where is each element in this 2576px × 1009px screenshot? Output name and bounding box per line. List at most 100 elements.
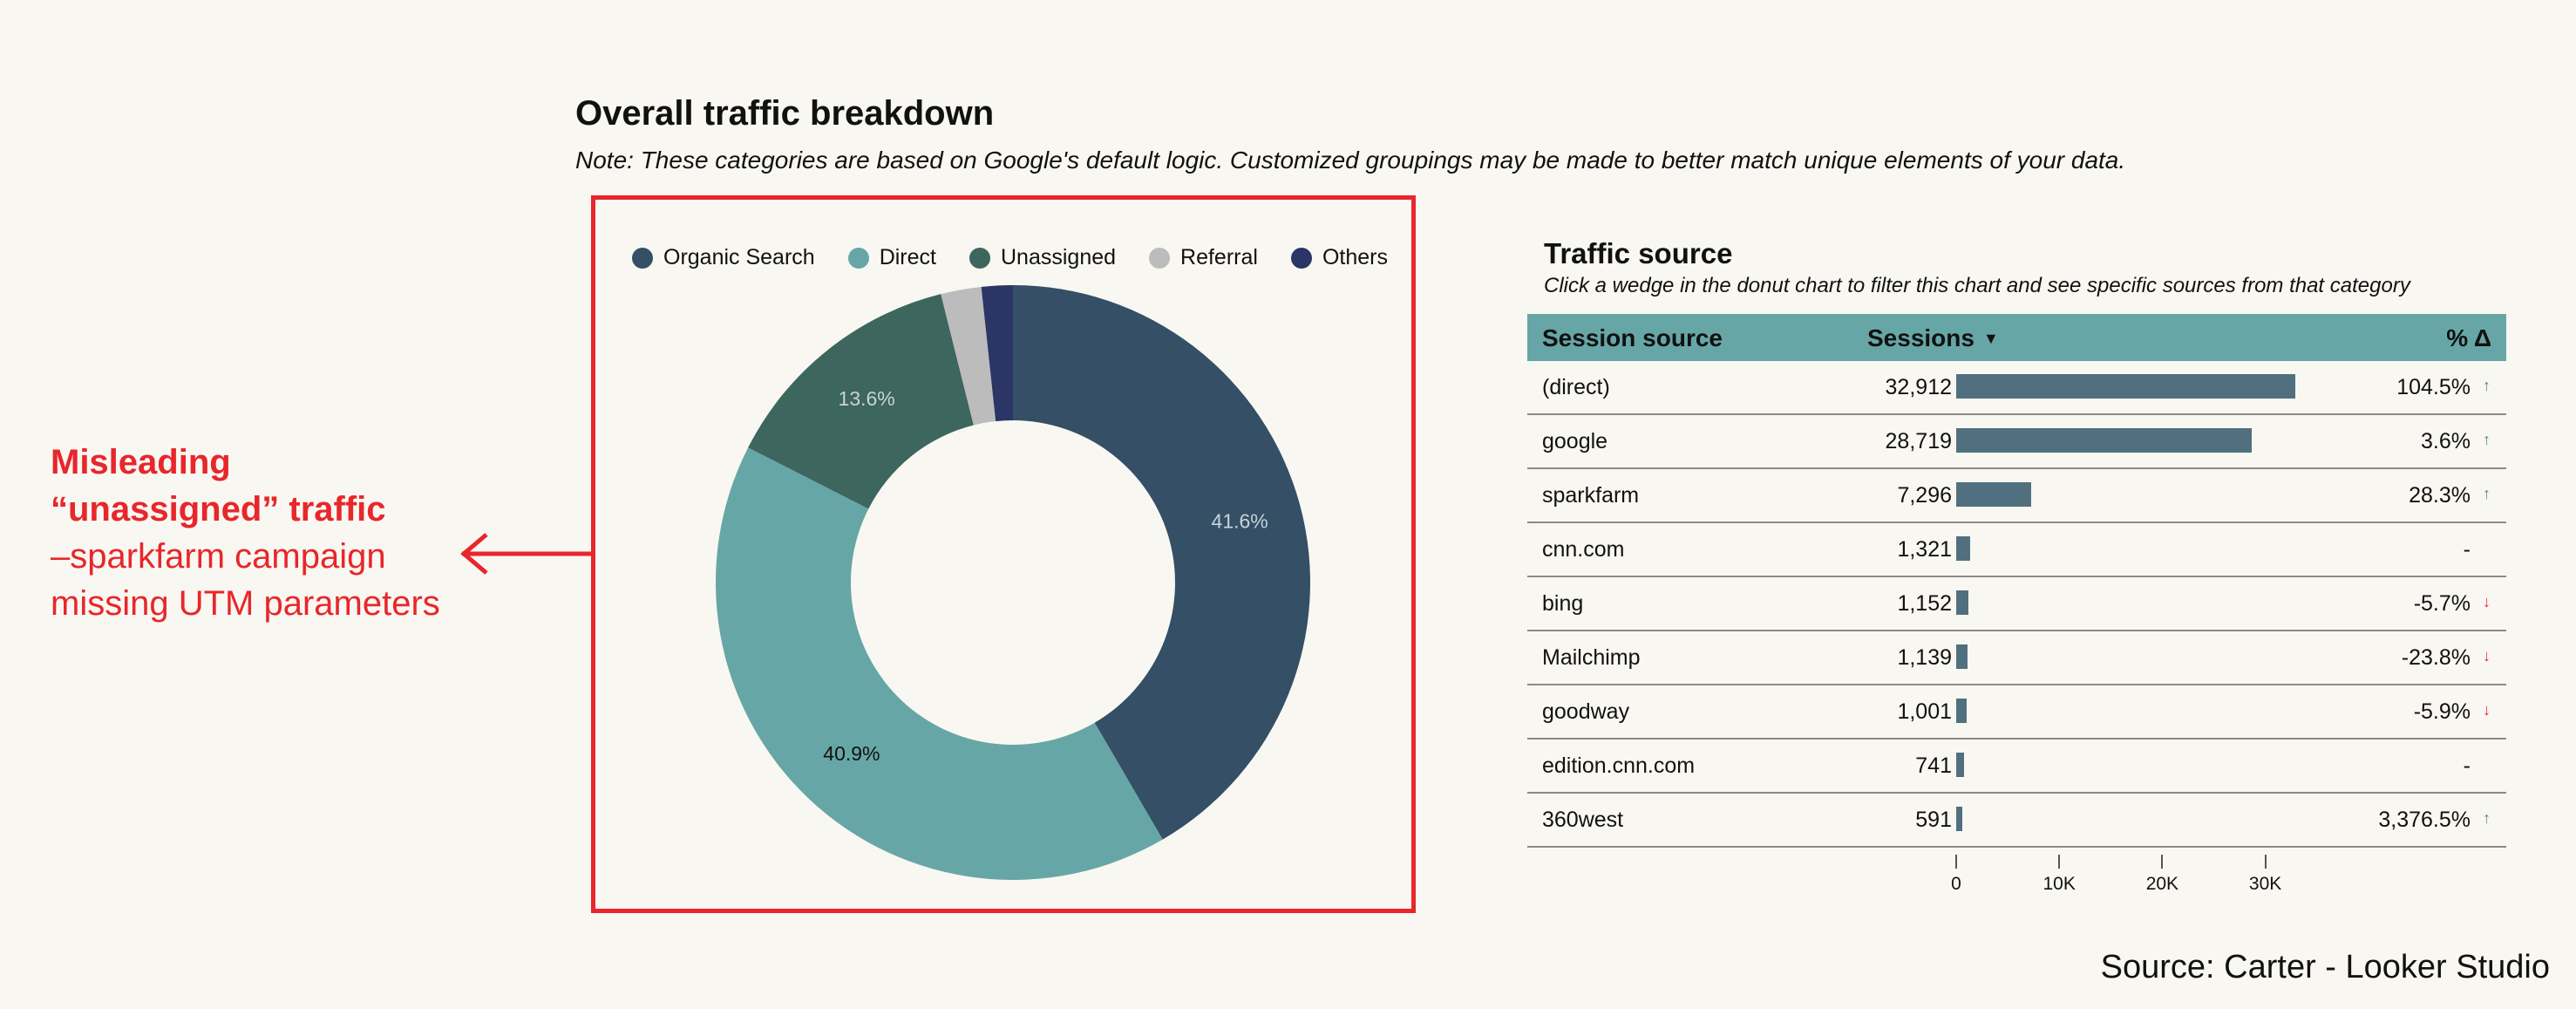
legend-label: Others: [1322, 245, 1388, 269]
legend-label: Referral: [1180, 245, 1258, 269]
column-header-sessions[interactable]: Sessions ▼: [1867, 324, 1999, 352]
cell-percent-change: 3.6%: [2421, 429, 2471, 453]
cell-sessions: 32,912: [1885, 375, 1952, 399]
sessions-bar: [1956, 753, 1964, 777]
axis-tick-label: 10K: [2042, 874, 2076, 894]
table-row[interactable]: (direct) 32,912 104.5% ↑: [1527, 361, 2506, 415]
cell-session-source: sparkfarm: [1542, 483, 1640, 508]
cell-percent-change: -: [2463, 753, 2471, 778]
axis-tick: [2264, 855, 2267, 869]
trend-down-icon: ↓: [2483, 647, 2491, 665]
cell-session-source: (direct): [1542, 375, 1610, 399]
trend-up-icon: ↑: [2483, 485, 2491, 502]
table-row[interactable]: bing 1,152 -5.7% ↓: [1527, 577, 2506, 631]
cell-session-source: edition.cnn.com: [1542, 753, 1696, 778]
axis-tick-label: 0: [1951, 874, 1961, 894]
legend-item[interactable]: Others: [1290, 245, 1388, 270]
donut-slice[interactable]: [716, 447, 1163, 881]
cell-percent-change: 104.5%: [2396, 375, 2471, 399]
table-row[interactable]: goodway 1,001 -5.9% ↓: [1527, 685, 2506, 740]
sessions-bar: [1956, 482, 2032, 507]
table-row[interactable]: google 28,719 3.6% ↑: [1527, 415, 2506, 469]
donut-chart[interactable]: 41.6% 40.9% 13.6%: [595, 200, 1411, 909]
cell-sessions: 591: [1915, 808, 1952, 832]
sessions-bar-axis: 0 10K 20K 30K: [1527, 851, 2506, 903]
cell-session-source: google: [1542, 429, 1608, 453]
legend-swatch: [969, 247, 990, 269]
legend-label: Organic Search: [663, 245, 815, 269]
axis-tick-label: 20K: [2145, 874, 2179, 894]
sessions-bar: [1956, 590, 1968, 615]
column-header-percent-change[interactable]: % Δ: [2446, 324, 2491, 351]
column-header-session-source[interactable]: Session source: [1542, 324, 1723, 351]
cell-sessions: 1,152: [1897, 591, 1952, 616]
donut-data-label: 41.6%: [1212, 510, 1268, 533]
donut-slice[interactable]: [1013, 285, 1311, 840]
cell-session-source: bing: [1542, 591, 1584, 616]
page-title: Overall traffic breakdown: [575, 94, 995, 133]
callout-body: –sparkfarm campaign missing UTM paramete…: [51, 537, 440, 623]
cell-session-source: Mailchimp: [1542, 645, 1641, 670]
cell-sessions: 7,296: [1897, 483, 1952, 508]
donut-panel: Organic Search Direct Unassigned Referral Ot…: [591, 195, 1416, 913]
trend-up-icon: ↑: [2483, 377, 2491, 394]
table-row[interactable]: cnn.com 1,321 -: [1527, 523, 2506, 577]
cell-percent-change: -5.7%: [2413, 591, 2471, 616]
callout-arrow-icon: [460, 533, 593, 575]
legend-item[interactable]: Unassigned: [969, 245, 1116, 270]
sessions-bar: [1956, 428, 2253, 453]
sessions-bar: [1956, 536, 1970, 561]
table-body: (direct) 32,912 104.5% ↑ google 28,719 3.6% ↑ sp…: [1527, 361, 2506, 848]
cell-session-source: cnn.com: [1542, 537, 1625, 562]
legend-item[interactable]: Referral: [1149, 245, 1258, 270]
cell-percent-change: -5.9%: [2413, 699, 2471, 724]
cell-sessions: 1,001: [1897, 699, 1952, 724]
donut-legend: Organic Search Direct Unassigned Referral Ot…: [632, 245, 1388, 270]
cell-sessions: 1,139: [1897, 645, 1952, 670]
legend-swatch: [632, 247, 653, 269]
sort-descending-icon: ▼: [1982, 330, 1999, 347]
table-row[interactable]: sparkfarm 7,296 28.3% ↑: [1527, 469, 2506, 523]
legend-label: Direct: [879, 245, 936, 269]
legend-item[interactable]: Organic Search: [632, 245, 815, 270]
table-row[interactable]: 360west 591 3,376.5% ↑: [1527, 794, 2506, 848]
page-note: Note: These categories are based on Goog…: [575, 147, 2126, 174]
trend-up-icon: ↑: [2483, 431, 2491, 448]
axis-tick: [2161, 855, 2164, 869]
sessions-bar: [1956, 374, 2295, 399]
trend-up-icon: ↑: [2483, 809, 2491, 827]
legend-item[interactable]: Direct: [847, 245, 936, 270]
trend-down-icon: ↓: [2483, 593, 2491, 610]
donut-data-label: 40.9%: [823, 742, 880, 765]
table-title: Traffic source: [1544, 237, 1733, 269]
sessions-bar: [1956, 644, 1968, 669]
axis-tick-label: 30K: [2248, 874, 2282, 894]
cell-sessions: 741: [1915, 753, 1952, 778]
trend-down-icon: ↓: [2483, 701, 2491, 719]
cell-percent-change: 3,376.5%: [2378, 808, 2471, 832]
donut-data-label: 13.6%: [839, 387, 895, 410]
donut-slice[interactable]: [981, 285, 1013, 422]
callout-headline: Misleading “unassigned” traffic: [51, 443, 386, 528]
column-header-sessions-label: Sessions: [1867, 324, 1974, 351]
sessions-bar: [1956, 699, 1967, 723]
annotation-callout: Misleading “unassigned” traffic –sparkfa…: [51, 439, 460, 627]
donut-slice[interactable]: [941, 286, 996, 426]
sessions-bar: [1956, 807, 1962, 831]
cell-sessions: 28,719: [1885, 429, 1952, 453]
axis-tick: [2058, 855, 2061, 869]
legend-label: Unassigned: [1001, 245, 1117, 269]
source-note: Source: Carter - Looker Studio: [2100, 949, 2550, 985]
table-row[interactable]: Mailchimp 1,139 -23.8% ↓: [1527, 631, 2506, 685]
donut-slice[interactable]: [748, 294, 974, 509]
cell-session-source: 360west: [1542, 808, 1624, 832]
table-row[interactable]: edition.cnn.com 741 -: [1527, 740, 2506, 794]
legend-swatch: [847, 247, 869, 269]
legend-swatch: [1290, 247, 1312, 269]
traffic-source-table: Session source Sessions ▼ % Δ (direct) 32,…: [1527, 314, 2506, 848]
table-header: Session source Sessions ▼ % Δ: [1527, 314, 2506, 361]
cell-sessions: 1,321: [1897, 537, 1952, 562]
axis-tick: [1955, 855, 1957, 869]
legend-swatch: [1149, 247, 1171, 269]
